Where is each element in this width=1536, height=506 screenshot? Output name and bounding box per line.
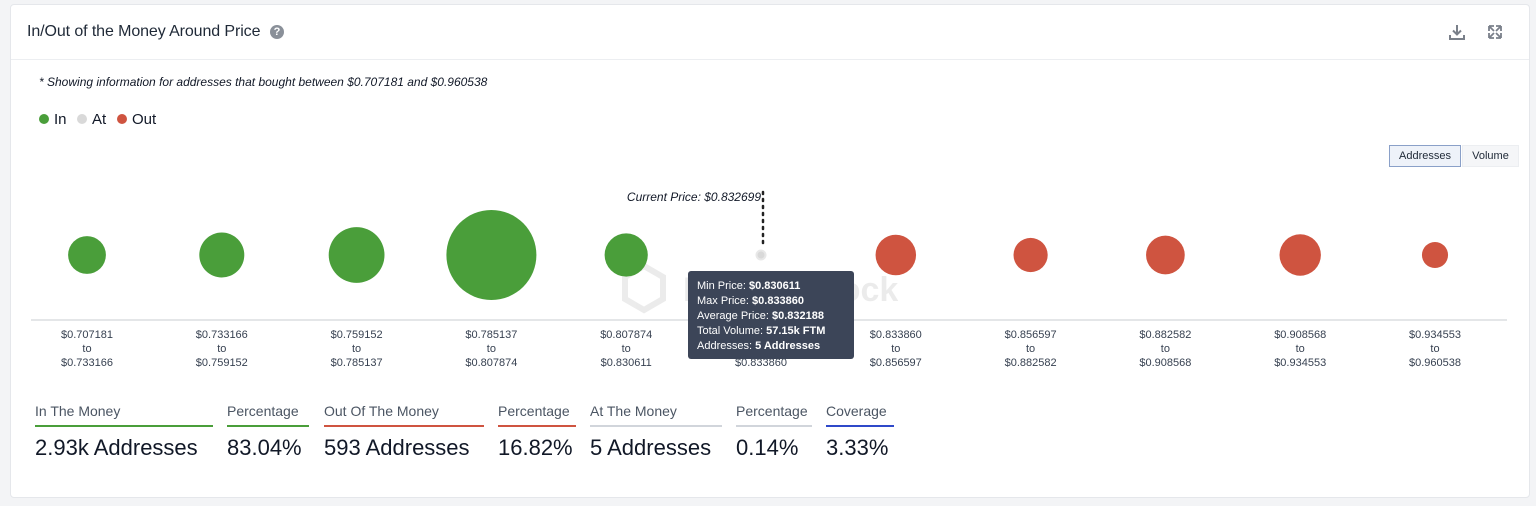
range-note: * Showing information for addresses that… [39,75,488,89]
toggle-addresses-button[interactable]: Addresses [1389,145,1461,167]
x-tick-label-from: $0.908568 [1274,329,1326,341]
x-tick-label-to-word: to [487,343,496,355]
tooltip-volume-row: Total Volume: 57.15k FTM [697,325,826,337]
x-tick-label-to: $0.807874 [465,357,517,369]
legend-item-at[interactable]: At [77,111,106,128]
stat-at-the-money: At The Money 5 Addresses [590,403,722,461]
stat-underline [227,425,309,427]
card-header: In/Out of the Money Around Price ? [11,5,1529,60]
x-tick-label-to-word: to [891,343,900,355]
bubble-out [875,234,917,276]
bubble-in [604,233,648,277]
current-price-label: Current Price: $0.832699 [627,190,761,204]
bubble-in [328,227,385,283]
x-tick-label-to: $0.785137 [331,357,383,369]
x-tick-label-to: $0.908568 [1139,357,1191,369]
stat-out-of-the-money: Out Of The Money 593 Addresses [324,403,484,461]
x-tick-label-to-word: to [82,343,91,355]
bubble-out [1279,234,1321,276]
bubble-in [446,210,537,300]
bubble-at [755,249,767,261]
bubble-out [1013,237,1048,273]
x-tick-label-to-word: to [352,343,361,355]
legend-item-in[interactable]: In [39,111,67,128]
bubble-out [1421,241,1449,269]
x-tick-label-to: $0.759152 [196,357,248,369]
stat-underline [324,425,484,427]
x-tick-label-from: $0.934553 [1409,329,1461,341]
expand-icon[interactable] [1486,23,1504,41]
in-out-of-money-card: In/Out of the Money Around Price ? * Sho… [10,4,1530,498]
legend-dot-in [39,113,49,124]
stat-in-percentage: Percentage 83.04% [227,403,309,461]
bubble-out [1146,235,1185,275]
x-tick-label-from: $0.833860 [870,329,922,341]
tooltip-min-row: Min Price: $0.830611 [697,280,801,292]
bubble-tooltip: Min Price: $0.830611 Max Price: $0.83386… [688,271,854,359]
x-tick-label-to-word: to [217,343,226,355]
stat-in-the-money: In The Money 2.93k Addresses [35,403,213,461]
stat-coverage: Coverage 3.33% [826,403,894,461]
x-tick-label-to-word: to [1430,343,1439,355]
stat-underline [498,425,576,427]
x-tick-label-from: $0.807874 [600,329,652,341]
x-tick-label-from: $0.733166 [196,329,248,341]
tooltip-max-row: Max Price: $0.833860 [697,295,805,307]
stat-underline [736,425,812,427]
x-tick-label-to-word: to [1161,343,1170,355]
x-tick-label-from: $0.882582 [1139,329,1191,341]
bubble-in [199,232,245,278]
x-tick-label-to: $0.830611 [601,357,652,369]
x-tick-label-to-word: to [622,343,631,355]
x-tick-label-from: $0.759152 [331,329,383,341]
stat-underline [826,425,894,427]
x-tick-label-from: $0.785137 [465,329,517,341]
legend-item-out[interactable]: Out [117,111,156,128]
stat-underline [35,425,213,427]
x-tick-label-from: $0.707181 [61,329,113,341]
stat-underline [590,425,722,427]
stat-at-percentage: Percentage 0.14% [736,403,812,461]
x-tick-label-to-word: to [1296,343,1305,355]
x-tick-label-to: $0.960538 [1409,357,1461,369]
tooltip-avg-row: Average Price: $0.832188 [697,310,825,322]
download-icon[interactable] [1448,23,1466,41]
tooltip-addresses-row: Addresses: 5 Addresses [697,340,821,352]
x-tick-label-to: $0.934553 [1274,357,1326,369]
x-tick-label-from: $0.856597 [1005,329,1057,341]
question-circle-icon[interactable]: ? [270,25,284,39]
card-title: In/Out of the Money Around Price [27,23,261,40]
legend-dot-out [117,113,127,124]
x-tick-label-to: $0.833860 [735,357,787,369]
legend-dot-at [77,113,87,124]
toggle-volume-button[interactable]: Volume [1462,145,1519,167]
x-tick-label-to: $0.856597 [870,357,922,369]
x-tick-label-to: $0.882582 [1005,357,1057,369]
stat-out-percentage: Percentage 16.82% [498,403,576,461]
x-tick-label-to-word: to [1026,343,1035,355]
bubble-in [68,236,106,274]
x-tick-label-to: $0.733166 [61,357,113,369]
